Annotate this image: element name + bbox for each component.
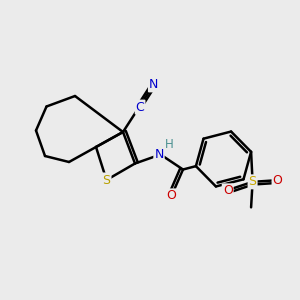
- Text: O: O: [166, 189, 176, 203]
- Text: N: N: [154, 148, 164, 161]
- Text: S: S: [249, 175, 256, 188]
- Text: C: C: [136, 100, 145, 114]
- Text: N: N: [149, 78, 158, 92]
- Text: S: S: [103, 173, 110, 187]
- Text: O: O: [223, 184, 232, 197]
- Text: O: O: [273, 174, 282, 187]
- Text: H: H: [165, 137, 174, 151]
